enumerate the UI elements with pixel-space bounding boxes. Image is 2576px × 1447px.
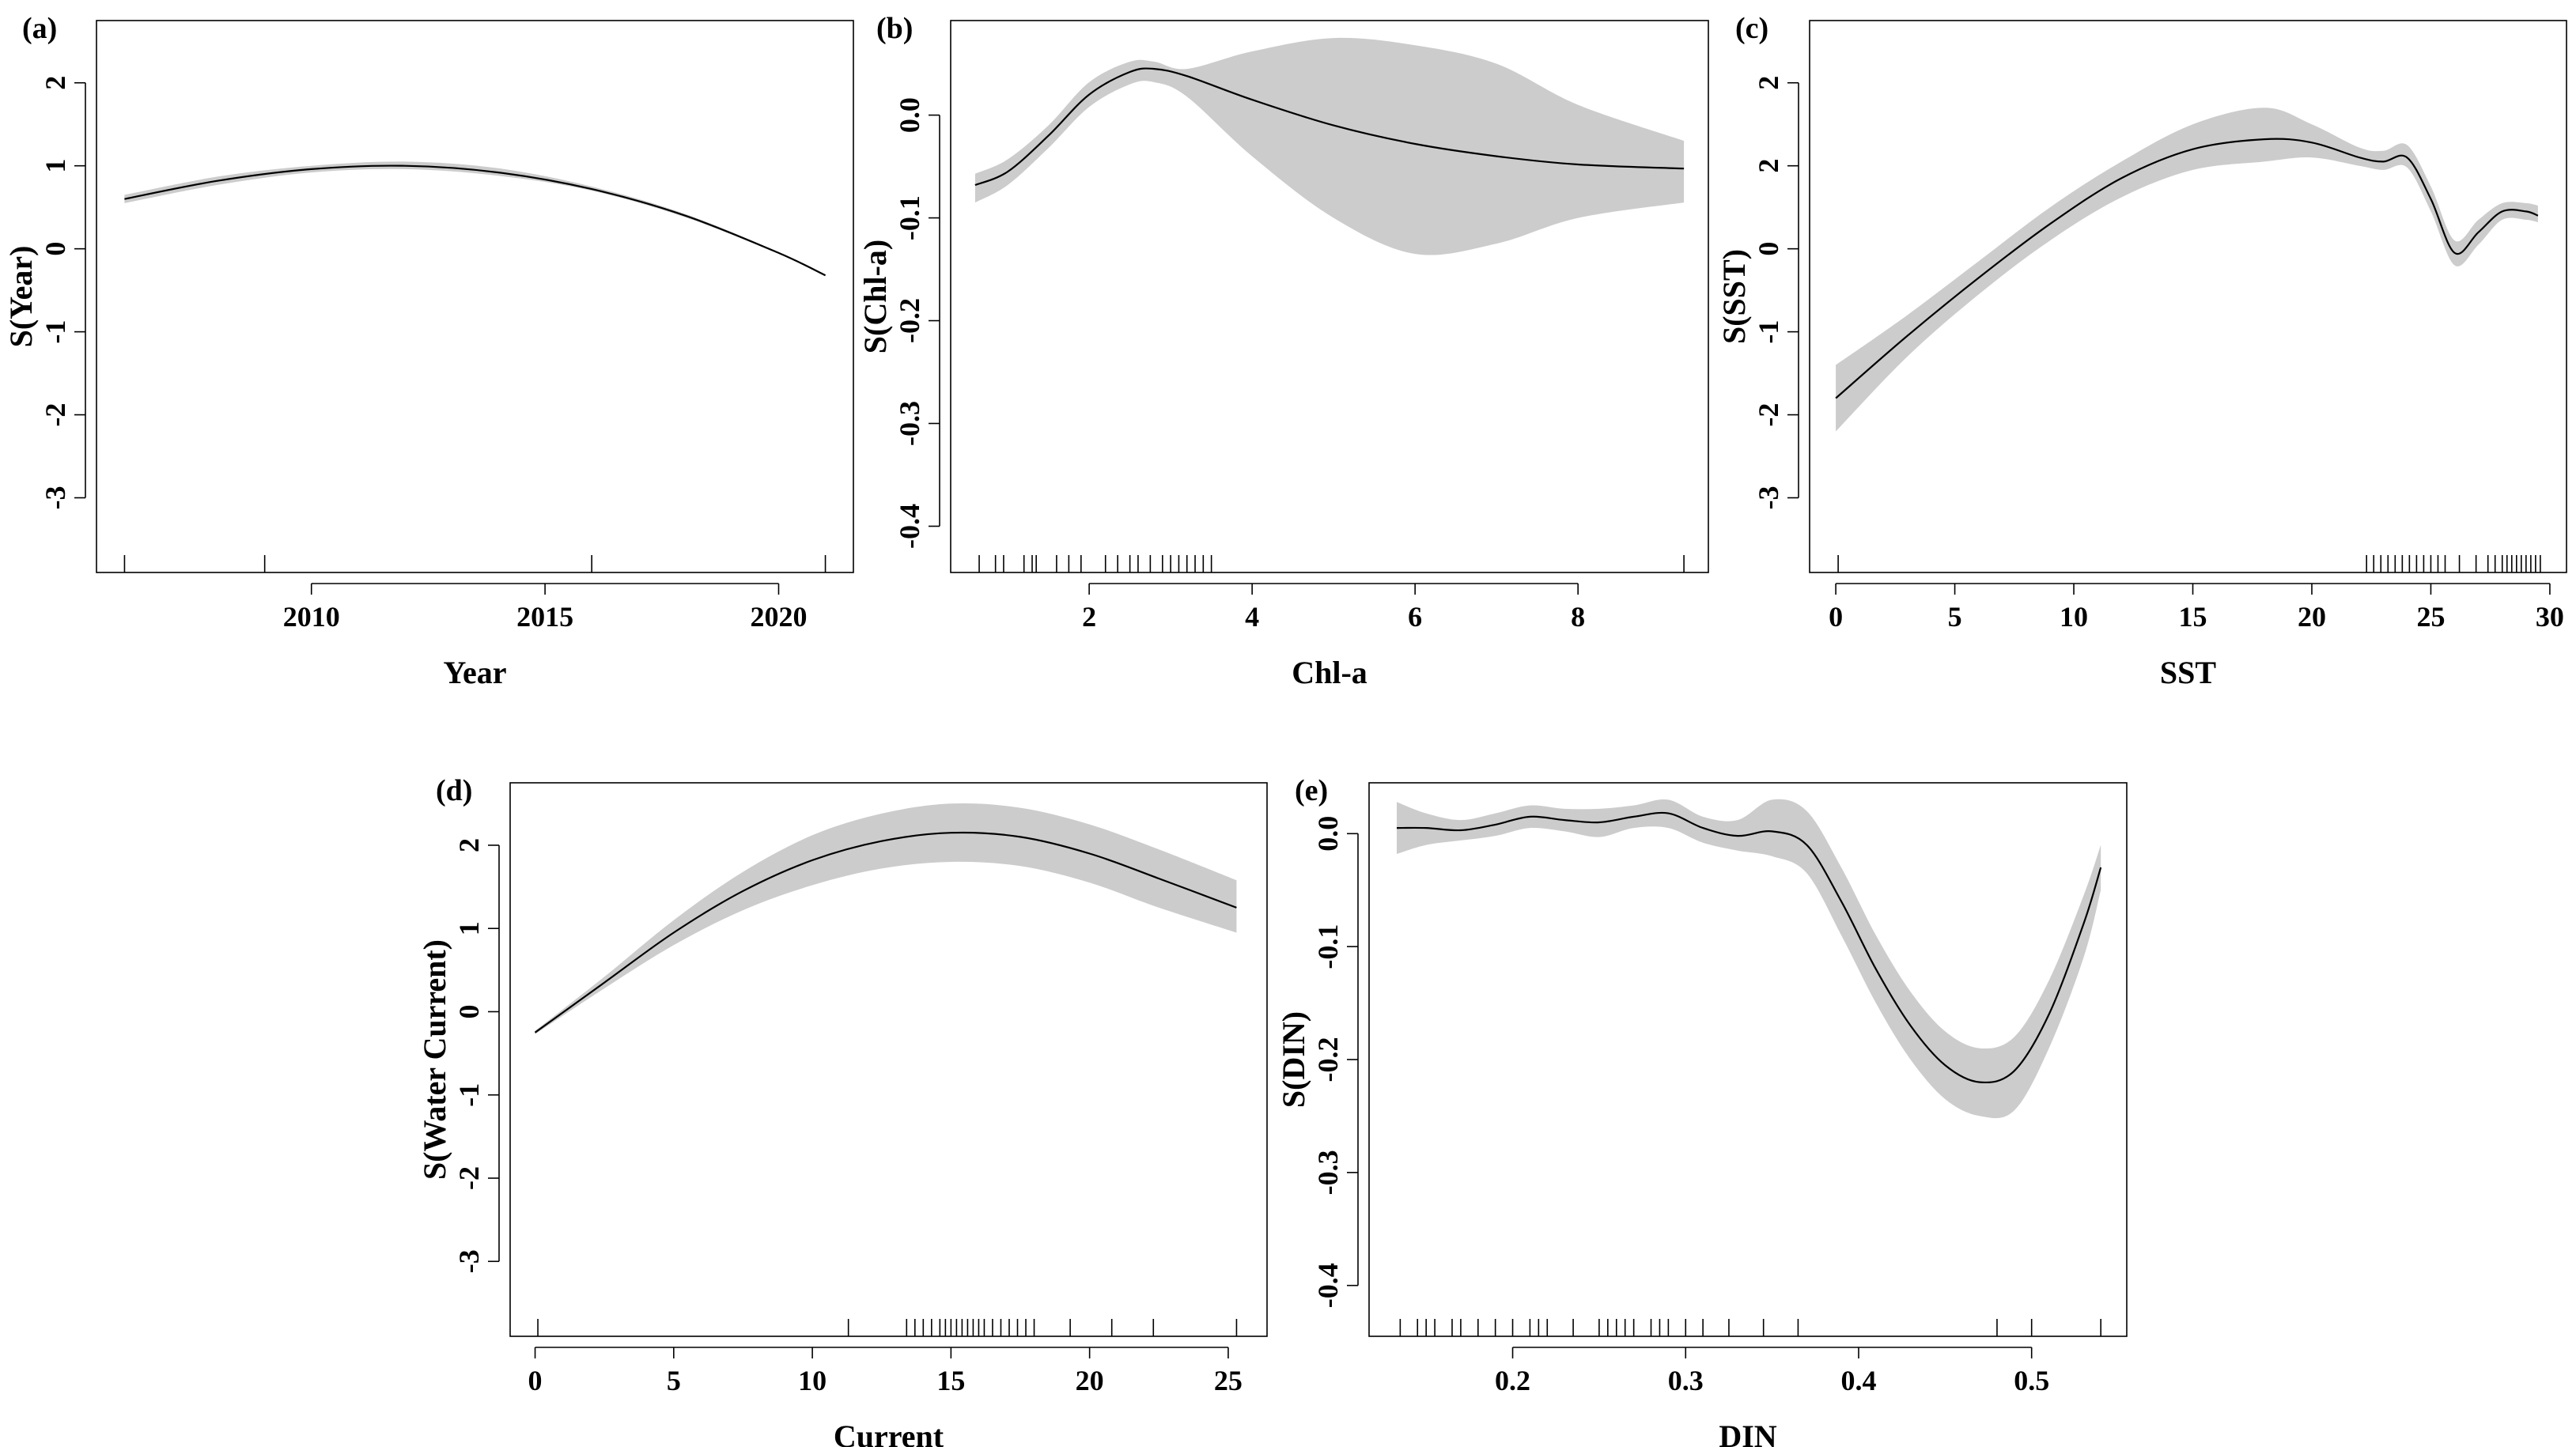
y-tick-label: -0.2 bbox=[1312, 1037, 1344, 1082]
x-tick-label: 25 bbox=[1214, 1365, 1243, 1396]
x-tick-label: 2015 bbox=[516, 601, 573, 633]
panel-a: 2010 2015 2020 Year -3 -2 -1 0 1 2 S(Year) (a) bbox=[3, 12, 854, 690]
x-tick-label: 0.5 bbox=[2014, 1365, 2049, 1396]
plot-frame bbox=[950, 20, 1709, 573]
y-axis-title: S(SST) bbox=[1716, 249, 1752, 344]
y-tick-label: -0.4 bbox=[1312, 1263, 1344, 1308]
smooth-line bbox=[534, 831, 1237, 1033]
x-tick-label: 15 bbox=[936, 1365, 965, 1396]
smooth-line bbox=[1396, 811, 2102, 1084]
plot-frame bbox=[96, 20, 854, 573]
y-tick-label: -0.2 bbox=[894, 298, 925, 343]
x-tick-label: 20 bbox=[2298, 601, 2326, 633]
y-tick-label: 0 bbox=[453, 1004, 485, 1018]
y-tick-label: 0.0 bbox=[894, 97, 925, 133]
y-tick-label: 0 bbox=[40, 242, 71, 256]
x-axis-title: Current bbox=[834, 1419, 944, 1447]
y-tick-label: -3 bbox=[1753, 486, 1784, 510]
x-tick-label: 6 bbox=[1408, 601, 1422, 633]
plot-frame bbox=[509, 782, 1268, 1337]
plot-frame bbox=[1809, 20, 2567, 573]
y-tick-label: -3 bbox=[453, 1249, 485, 1273]
confidence-band bbox=[1397, 799, 2101, 1119]
y-tick-label: -0.1 bbox=[894, 195, 925, 240]
x-tick-label: 0 bbox=[1829, 601, 1843, 633]
y-tick-label: -0.1 bbox=[1312, 924, 1344, 969]
y-tick-label: -1 bbox=[453, 1083, 485, 1107]
panel-d: 0 5 10 15 20 25 Current -3 -2 -1 0 1 2 S(Water Curren… bbox=[417, 774, 1268, 1447]
x-tick-label: 2020 bbox=[750, 601, 807, 633]
y-tick-label: -1 bbox=[1753, 320, 1784, 344]
panel-label: (c) bbox=[1735, 12, 1768, 45]
x-axis-title: SST bbox=[2160, 655, 2216, 690]
x-tick-label: 2010 bbox=[283, 601, 340, 633]
panel-e: 0.2 0.3 0.4 0.5 DIN -0.4 -0.3 -0.2 -0.1 0.0 S(DIN)… bbox=[1276, 774, 2128, 1447]
panel-label: (a) bbox=[22, 12, 57, 45]
x-tick-label: 5 bbox=[667, 1365, 681, 1396]
y-tick-label: -0.3 bbox=[1312, 1150, 1344, 1195]
y-tick-label: 2 bbox=[1753, 159, 1784, 173]
confidence-band bbox=[974, 37, 1685, 255]
y-tick-label: -0.4 bbox=[894, 504, 925, 549]
panel-b: 2 4 6 8 Chl-a -0.4 -0.3 -0.2 -0.1 0.0 S(Chl-a) (b) bbox=[857, 12, 1709, 690]
confidence-band bbox=[1836, 108, 2538, 432]
y-tick-label: -2 bbox=[453, 1166, 485, 1190]
panel-label: (e) bbox=[1295, 774, 1328, 807]
x-tick-label: 25 bbox=[2416, 601, 2445, 633]
confidence-band bbox=[535, 803, 1237, 1034]
y-tick-label: -0.3 bbox=[894, 401, 925, 446]
x-axis-title: DIN bbox=[1719, 1419, 1776, 1447]
panel-label: (b) bbox=[876, 12, 913, 45]
smooth-line bbox=[124, 164, 827, 277]
x-axis-title: Year bbox=[444, 655, 507, 690]
y-tick-label: 2 bbox=[40, 76, 71, 90]
x-tick-label: 20 bbox=[1076, 1365, 1104, 1396]
y-tick-label: 0.0 bbox=[1312, 816, 1344, 852]
y-axis-title: S(Water Current) bbox=[417, 939, 452, 1180]
y-tick-label: -3 bbox=[40, 486, 71, 510]
y-axis-title: S(Year) bbox=[3, 246, 39, 348]
panel-c: 0 5 10 15 20 25 30 SST -3 -2 -1 0 2 2 S(SST) (c) bbox=[1716, 12, 2567, 690]
x-tick-label: 2 bbox=[1082, 601, 1096, 633]
y-tick-label: 1 bbox=[40, 159, 71, 173]
y-tick-label: 0 bbox=[1753, 242, 1784, 256]
smooth-line bbox=[974, 67, 1685, 187]
x-tick-label: 10 bbox=[798, 1365, 827, 1396]
x-tick-label: 4 bbox=[1245, 601, 1259, 633]
x-tick-label: 0.2 bbox=[1495, 1365, 1530, 1396]
x-tick-label: 0.4 bbox=[1840, 1365, 1876, 1396]
x-axis-title: Chl-a bbox=[1292, 655, 1367, 690]
smooth-line bbox=[1835, 138, 2539, 399]
y-tick-label: 1 bbox=[453, 921, 485, 935]
y-tick-label: 2 bbox=[453, 838, 485, 852]
x-tick-label: 30 bbox=[2536, 601, 2564, 633]
y-tick-label: -1 bbox=[40, 320, 71, 344]
panel-label: (d) bbox=[436, 774, 472, 807]
y-axis-title: S(Chl-a) bbox=[857, 240, 893, 353]
x-tick-label: 5 bbox=[1948, 601, 1962, 633]
plot-frame bbox=[1368, 782, 2128, 1337]
y-tick-label: 2 bbox=[1753, 76, 1784, 90]
y-tick-label: -2 bbox=[1753, 403, 1784, 427]
x-tick-label: 0 bbox=[528, 1365, 543, 1396]
x-tick-label: 10 bbox=[2060, 601, 2088, 633]
x-tick-label: 0.3 bbox=[1668, 1365, 1704, 1396]
x-tick-label: 15 bbox=[2179, 601, 2207, 633]
y-tick-label: -2 bbox=[40, 403, 71, 427]
y-axis-title: S(DIN) bbox=[1276, 1011, 1311, 1108]
x-tick-label: 8 bbox=[1571, 601, 1585, 633]
